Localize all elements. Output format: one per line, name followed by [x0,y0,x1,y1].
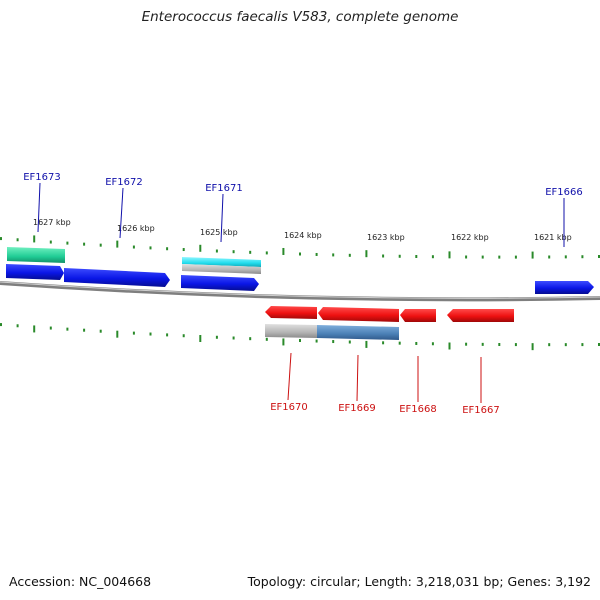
gene-label-ef1666[interactable]: EF1666 [545,187,583,198]
gene-arrow-ef1666[interactable] [535,281,594,294]
lower-tick-marks [0,323,600,351]
gene-label-ef1671[interactable]: EF1671 [205,183,243,194]
gene-label-ef1670[interactable]: EF1670 [270,402,308,413]
genome-summary-text: Topology: circular; Length: 3,218,031 bp… [247,574,591,589]
gene-label-ef1672[interactable]: EF1672 [105,177,143,188]
genome-backbone-highlight [0,281,600,299]
gene-arrow-ef1672[interactable] [64,268,170,287]
gene-bar-ef1671-feature[interactable] [182,257,261,267]
tick-label-1626: 1626 kbp [117,224,155,233]
upper-tick-marks [0,235,600,259]
kbp-tick-labels: 1627 kbp 1626 kbp 1625 kbp 1624 kbp 1623… [33,218,572,242]
gene-bar-ef1671-grey[interactable] [182,264,261,274]
genome-title: Enterococcus faecalis V583, complete gen… [141,9,459,25]
tick-label-1622: 1622 kbp [451,233,489,242]
gene-bar-ef1669-steel[interactable] [317,325,399,340]
gene-arrow-ef1671[interactable] [181,275,259,291]
genome-backbone [0,281,600,302]
tick-label-1627: 1627 kbp [33,218,71,227]
gene-label-ef1669[interactable]: EF1669 [338,403,376,414]
gene-label-ef1668[interactable]: EF1668 [399,404,437,415]
gene-arrow-ef1667[interactable] [447,309,514,322]
tick-label-1623: 1623 kbp [367,233,405,242]
accession-text: Accession: NC_004668 [9,574,152,589]
tick-label-1625: 1625 kbp [200,228,238,237]
gene-bar-ef1673-feature[interactable] [7,247,65,263]
gene-arrow-ef1669[interactable] [318,307,399,322]
gene-label-ef1667[interactable]: EF1667 [462,405,500,416]
tick-label-1621: 1621 kbp [534,233,572,242]
label-leader-lines [37,182,565,403]
gene-arrow-ef1673[interactable] [6,264,64,280]
gene-bar-ef1670-grey[interactable] [265,324,317,338]
tick-label-1624: 1624 kbp [284,231,322,240]
gene-arrow-ef1668[interactable] [400,309,436,322]
gene-label-ef1673[interactable]: EF1673 [23,172,61,183]
gene-arrow-ef1670[interactable] [265,306,317,319]
